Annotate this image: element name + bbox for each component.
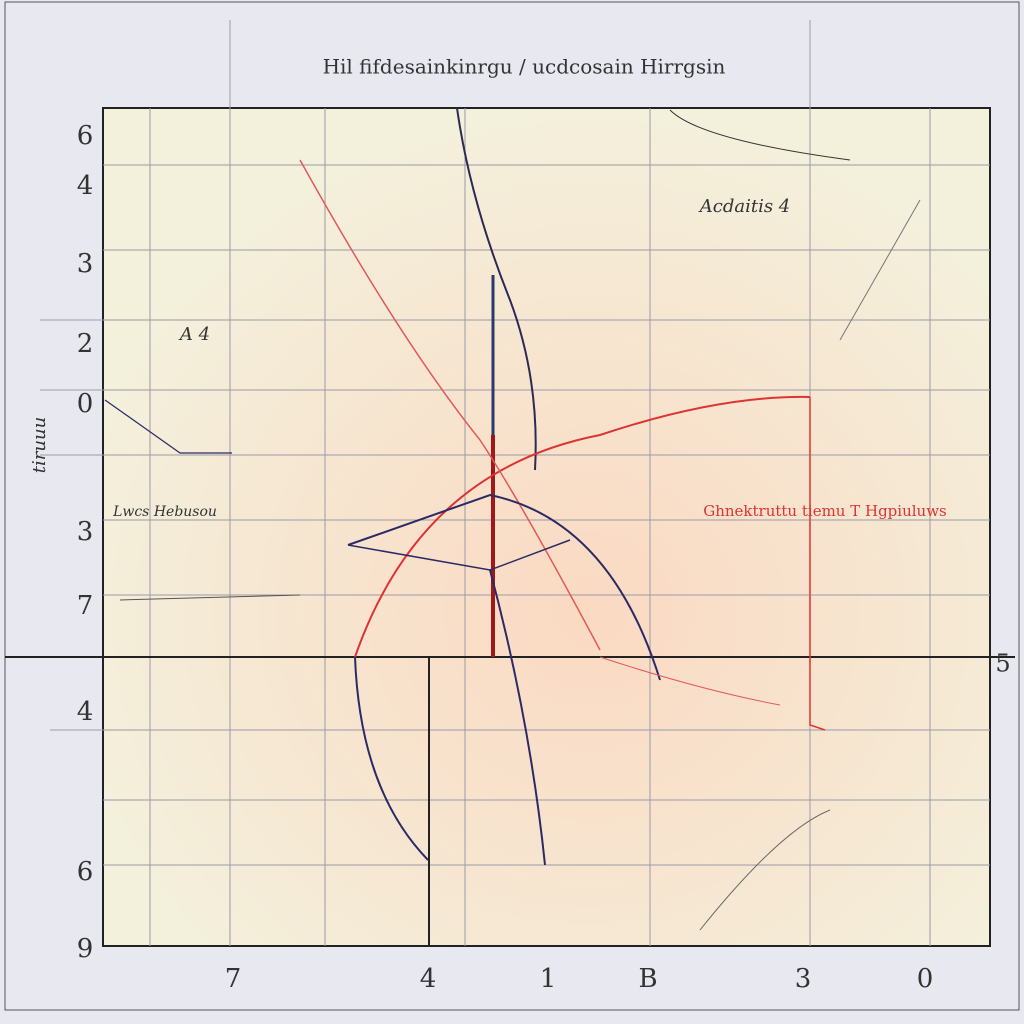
y-tick-label: 0 [77, 389, 94, 419]
plot-area [102, 107, 991, 947]
y-tick-label: 3 [77, 249, 94, 279]
y-tick-label: 2 [77, 329, 94, 359]
x-tick-label: B [638, 964, 657, 994]
frame [4, 1, 1020, 1011]
x-tick-label: 1 [540, 964, 557, 994]
annotation: Ghnektruttu tiemu T Hgpiuluws [703, 502, 946, 520]
x-tick-label: 0 [917, 964, 934, 994]
x-labels: 7 4 1 B 3 0 [225, 964, 934, 994]
annotation: tiruuu [29, 417, 50, 473]
x-tick-label: 3 [795, 964, 812, 994]
annotation: 5 [995, 650, 1010, 678]
annotation: Acdaitis 4 [698, 196, 791, 217]
annotation: Lwcs Hebusou [112, 504, 217, 520]
grid [5, 20, 1015, 946]
y-tick-label: 6 [77, 857, 94, 887]
curves [104, 107, 921, 931]
y-tick-label: 7 [77, 591, 94, 621]
y-tick-label: 4 [77, 171, 94, 201]
y-tick-label: 4 [77, 697, 94, 727]
y-tick-label: 6 [77, 121, 94, 151]
x-tick-label: 4 [420, 964, 437, 994]
y-tick-label: 9 [77, 934, 94, 964]
title: Hil fifdesainkinrgu / ucdcosain Hirrgsin [323, 55, 726, 79]
y-tick-label: 3 [77, 517, 94, 547]
annotation: A 4 [178, 324, 210, 345]
x-tick-label: 7 [225, 964, 242, 994]
y-labels: 6 4 3 2 0 3 7 4 6 9 [77, 121, 94, 964]
